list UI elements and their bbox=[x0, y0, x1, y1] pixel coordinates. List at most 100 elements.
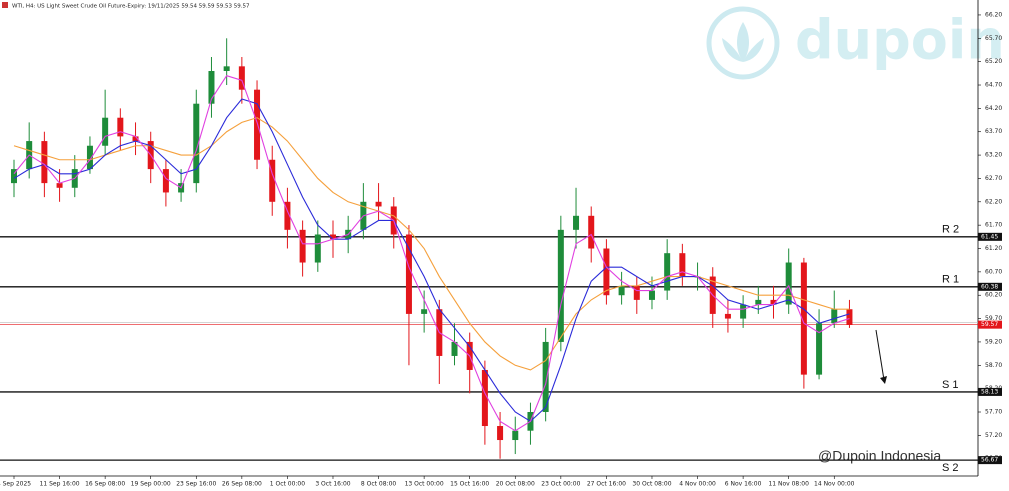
candle-body bbox=[588, 215, 595, 249]
x-tick-label: 23 Sep 16:00 bbox=[176, 481, 216, 488]
candle-body bbox=[770, 299, 777, 305]
x-tick-label: 8 Oct 08:00 bbox=[361, 481, 396, 488]
candle-body bbox=[724, 313, 731, 319]
candle-body bbox=[405, 234, 412, 314]
x-tick-label: 30 Oct 08:00 bbox=[632, 481, 671, 488]
arrow-head bbox=[880, 376, 887, 384]
candle-body bbox=[329, 234, 336, 240]
candle-body bbox=[542, 341, 549, 413]
candle-body bbox=[375, 201, 382, 207]
level-label: S 2 bbox=[942, 462, 959, 474]
candle-body bbox=[831, 309, 838, 324]
candle-body bbox=[421, 309, 428, 314]
y-tick-label: 59.70 bbox=[985, 315, 1002, 322]
level-label: R 1 bbox=[942, 274, 959, 286]
level-price-box bbox=[978, 456, 1002, 465]
x-tick-label: 4 Sep 2025 bbox=[0, 481, 31, 488]
candle-body bbox=[193, 103, 200, 184]
candle-body bbox=[648, 290, 655, 300]
candle-body bbox=[41, 141, 48, 184]
candle-body bbox=[299, 229, 306, 263]
y-tick-label: 61.70 bbox=[985, 222, 1002, 229]
moving-average bbox=[13, 117, 850, 371]
candle-body bbox=[162, 169, 169, 193]
y-tick-label: 66.20 bbox=[985, 11, 1002, 18]
candle-body bbox=[102, 117, 109, 146]
candle-body bbox=[664, 253, 671, 291]
candle-body bbox=[497, 426, 504, 441]
candle-body bbox=[618, 285, 625, 296]
y-tick-label: 57.70 bbox=[985, 409, 1002, 416]
candle-body bbox=[314, 234, 321, 263]
level-label: R 2 bbox=[942, 224, 959, 236]
y-tick-label: 61.20 bbox=[985, 245, 1002, 252]
level-price-box bbox=[978, 387, 1002, 396]
x-tick-label: 13 Oct 00:00 bbox=[405, 481, 444, 488]
candle-body bbox=[117, 117, 124, 137]
x-tick-label: 27 Oct 16:00 bbox=[587, 481, 626, 488]
candle-body bbox=[481, 369, 488, 427]
y-tick-label: 58.70 bbox=[985, 362, 1002, 369]
moving-average bbox=[13, 98, 850, 423]
y-tick-label: 64.70 bbox=[985, 82, 1002, 89]
level-price-label: 61.45 bbox=[981, 233, 998, 240]
candle-body bbox=[208, 71, 215, 104]
x-tick-label: 20 Oct 08:00 bbox=[496, 481, 535, 488]
candle-body bbox=[223, 66, 230, 72]
x-tick-label: 23 Oct 00:00 bbox=[541, 481, 580, 488]
x-tick-label: 16 Sep 08:00 bbox=[85, 481, 125, 488]
level-label: S 1 bbox=[942, 379, 959, 391]
y-tick-label: 65.20 bbox=[985, 58, 1002, 65]
candle-body bbox=[785, 262, 792, 305]
arrow bbox=[875, 329, 885, 381]
candle-body bbox=[132, 136, 139, 142]
y-tick-label: 62.20 bbox=[985, 198, 1002, 205]
candle-body bbox=[512, 430, 519, 441]
level-price-box bbox=[978, 282, 1002, 291]
candle-body bbox=[740, 304, 747, 319]
x-tick-label: 11 Sep 16:00 bbox=[40, 481, 80, 488]
y-tick-label: 59.20 bbox=[985, 338, 1002, 345]
level-price-label: 60.38 bbox=[981, 283, 998, 290]
candle-body bbox=[56, 183, 63, 188]
x-tick-label: 6 Nov 16:00 bbox=[725, 481, 762, 488]
x-tick-label: 26 Sep 08:00 bbox=[222, 481, 262, 488]
y-tick-label: 65.70 bbox=[985, 35, 1002, 42]
x-tick-label: 15 Oct 16:00 bbox=[450, 481, 489, 488]
y-tick-label: 62.70 bbox=[985, 175, 1002, 182]
credit: @Dupoin Indonesia bbox=[818, 448, 941, 464]
candle-body bbox=[800, 262, 807, 375]
watermark-text: dupoin bbox=[795, 9, 1005, 72]
chart-title: WTI, H4: US Light Sweet Crude Oil Future… bbox=[12, 4, 250, 10]
symbol-icon bbox=[2, 2, 8, 8]
candle-body bbox=[269, 159, 276, 202]
current-price-label: 59.57 bbox=[981, 321, 998, 328]
y-tick-label: 60.20 bbox=[985, 292, 1002, 299]
candle-body bbox=[603, 248, 610, 296]
candle-body bbox=[86, 145, 93, 170]
level-price-label: 56.67 bbox=[981, 457, 998, 464]
x-tick-label: 1 Oct 00:00 bbox=[270, 481, 305, 488]
candle-body bbox=[284, 201, 291, 230]
x-tick-label: 14 Nov 00:00 bbox=[814, 481, 855, 488]
candle-body bbox=[254, 89, 261, 160]
candle-body bbox=[573, 215, 580, 230]
x-tick-label: 4 Nov 00:00 bbox=[679, 481, 716, 488]
y-tick-label: 64.20 bbox=[985, 105, 1002, 112]
x-tick-label: 3 Oct 16:00 bbox=[315, 481, 350, 488]
candle-body bbox=[557, 229, 564, 342]
candle-body bbox=[846, 309, 853, 325]
x-tick-label: 19 Sep 00:00 bbox=[131, 481, 171, 488]
candle-body bbox=[11, 169, 17, 184]
candle-body bbox=[679, 253, 686, 277]
level-price-box bbox=[978, 232, 1002, 241]
candle-body bbox=[451, 341, 458, 356]
candle-body bbox=[633, 285, 640, 300]
level-price-label: 58.13 bbox=[981, 388, 998, 395]
y-tick-label: 60.70 bbox=[985, 268, 1002, 275]
current-price-box bbox=[978, 320, 1002, 329]
moving-average bbox=[13, 75, 850, 432]
y-tick-label: 63.70 bbox=[985, 128, 1002, 135]
